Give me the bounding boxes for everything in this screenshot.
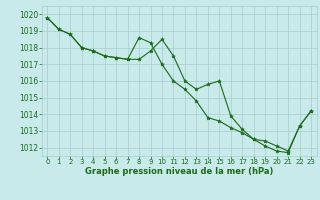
X-axis label: Graphe pression niveau de la mer (hPa): Graphe pression niveau de la mer (hPa) [85, 167, 273, 176]
